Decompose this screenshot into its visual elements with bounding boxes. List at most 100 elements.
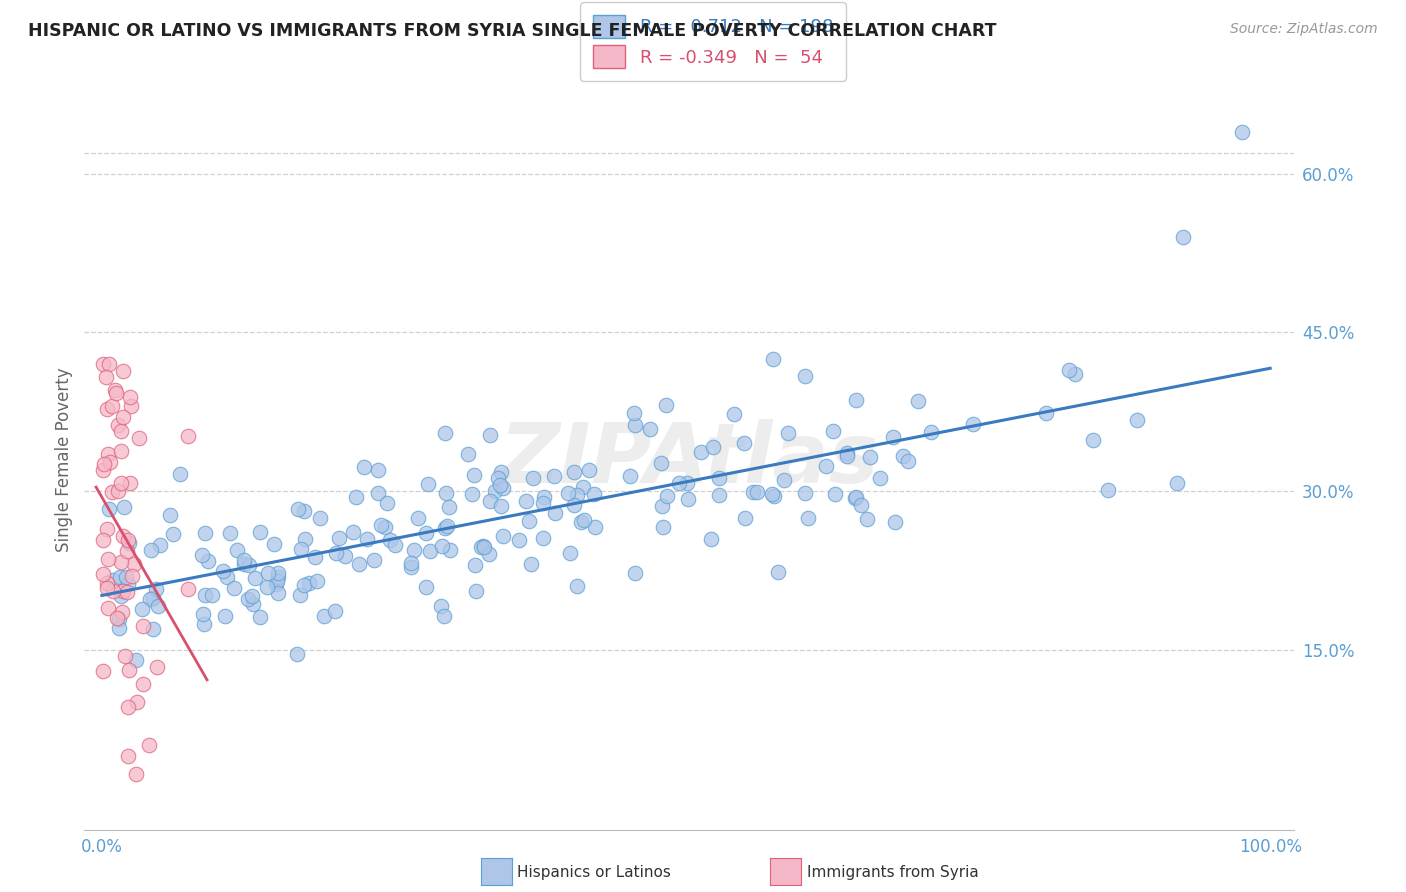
Point: [709, 488, 731, 502]
Point: [287, 502, 309, 516]
Point: [543, 469, 565, 483]
Point: [96, 522, 118, 536]
Point: [489, 478, 512, 492]
Point: [290, 542, 312, 557]
Point: [266, 574, 288, 589]
Point: [835, 445, 858, 459]
Point: [120, 400, 142, 414]
Point: [344, 490, 367, 504]
Point: [288, 588, 311, 602]
Point: [367, 485, 389, 500]
Point: [432, 608, 454, 623]
Point: [112, 583, 135, 598]
Point: [1097, 483, 1119, 498]
Point: [308, 510, 330, 524]
Point: [558, 546, 581, 560]
Point: [96, 576, 118, 591]
Point: [572, 480, 595, 494]
Point: [243, 571, 266, 585]
Point: [578, 463, 600, 477]
Point: [434, 485, 457, 500]
Point: [650, 456, 672, 470]
Point: [745, 484, 768, 499]
Point: [793, 369, 815, 384]
Point: [845, 491, 868, 505]
Point: [565, 488, 588, 502]
Point: [762, 489, 785, 503]
Point: [837, 449, 859, 463]
Point: [378, 533, 401, 547]
Point: [793, 485, 815, 500]
Point: [676, 492, 699, 507]
Point: [305, 574, 328, 589]
Point: [515, 493, 537, 508]
Point: [478, 494, 501, 508]
Point: [118, 390, 141, 404]
Point: [652, 519, 675, 533]
Point: [762, 351, 785, 366]
Point: [624, 418, 647, 433]
Point: [415, 526, 437, 541]
Point: [240, 589, 263, 603]
Point: [623, 566, 645, 580]
Point: [176, 429, 198, 443]
Point: [118, 475, 141, 490]
Point: [107, 483, 129, 498]
Point: [169, 467, 191, 481]
Point: [292, 578, 315, 592]
Point: [266, 586, 288, 600]
Point: [110, 475, 132, 490]
Point: [472, 539, 495, 553]
Point: [1171, 230, 1194, 244]
Point: [249, 525, 271, 540]
Point: [1126, 413, 1149, 427]
Point: [304, 550, 326, 565]
Point: [131, 601, 153, 615]
Point: [108, 570, 131, 584]
Point: [668, 475, 690, 490]
Point: [882, 430, 904, 444]
Point: [115, 585, 138, 599]
Point: [742, 484, 765, 499]
Point: [93, 458, 115, 472]
Point: [91, 664, 114, 678]
Point: [1081, 433, 1104, 447]
Point: [492, 529, 515, 543]
Point: [486, 470, 509, 484]
Point: [122, 557, 145, 571]
Point: [256, 566, 278, 580]
Point: [142, 591, 165, 605]
Point: [544, 507, 567, 521]
Point: [285, 647, 308, 661]
Point: [145, 582, 167, 596]
Point: [492, 481, 515, 495]
Point: [533, 490, 555, 504]
Point: [821, 425, 844, 439]
Point: [384, 538, 406, 552]
Point: [356, 533, 378, 547]
Point: [436, 519, 458, 533]
Point: [907, 393, 929, 408]
Point: [177, 582, 200, 596]
Point: [655, 398, 678, 412]
Point: [105, 610, 128, 624]
Point: [91, 463, 114, 477]
Point: [433, 426, 456, 441]
Point: [96, 370, 118, 384]
Point: [312, 608, 335, 623]
Point: [797, 511, 820, 525]
Point: [146, 659, 169, 673]
Point: [479, 428, 502, 442]
Point: [472, 540, 495, 554]
Text: ZIPAtlas: ZIPAtlas: [499, 419, 879, 500]
Point: [117, 577, 139, 591]
Point: [342, 524, 364, 539]
Text: Immigrants from Syria: Immigrants from Syria: [807, 865, 979, 880]
Point: [489, 465, 512, 479]
Point: [115, 570, 138, 584]
Point: [920, 425, 942, 440]
Point: [415, 580, 437, 594]
Point: [242, 597, 264, 611]
Point: [429, 599, 451, 614]
Point: [582, 486, 605, 500]
